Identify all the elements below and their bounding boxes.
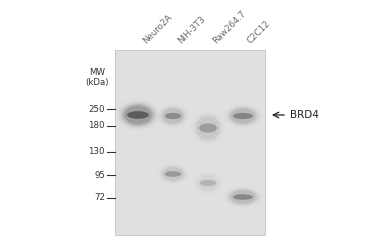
Ellipse shape xyxy=(117,101,159,129)
Ellipse shape xyxy=(229,108,257,124)
Ellipse shape xyxy=(200,180,216,186)
Ellipse shape xyxy=(123,105,153,125)
Text: NIH-3T3: NIH-3T3 xyxy=(177,14,208,45)
Ellipse shape xyxy=(163,108,183,124)
Ellipse shape xyxy=(225,105,261,127)
Text: 95: 95 xyxy=(94,170,105,179)
Text: 72: 72 xyxy=(94,194,105,202)
Ellipse shape xyxy=(229,190,257,204)
Ellipse shape xyxy=(194,115,222,141)
Text: 180: 180 xyxy=(89,122,105,130)
Ellipse shape xyxy=(199,124,217,132)
Text: C2C12: C2C12 xyxy=(246,18,272,45)
Ellipse shape xyxy=(159,164,187,184)
Ellipse shape xyxy=(127,111,149,119)
Ellipse shape xyxy=(157,164,189,184)
Ellipse shape xyxy=(159,105,187,127)
Ellipse shape xyxy=(231,190,255,204)
Ellipse shape xyxy=(157,104,189,128)
Ellipse shape xyxy=(195,173,221,193)
Ellipse shape xyxy=(125,106,151,124)
Text: Neuro2A: Neuro2A xyxy=(142,12,174,45)
Ellipse shape xyxy=(162,108,184,124)
Ellipse shape xyxy=(224,104,262,128)
Ellipse shape xyxy=(231,108,255,124)
Ellipse shape xyxy=(225,188,261,206)
Ellipse shape xyxy=(160,165,186,183)
Ellipse shape xyxy=(162,166,184,182)
Ellipse shape xyxy=(116,100,160,130)
Ellipse shape xyxy=(163,167,183,181)
Text: 130: 130 xyxy=(89,148,105,156)
Ellipse shape xyxy=(196,116,220,140)
Ellipse shape xyxy=(227,188,259,206)
Ellipse shape xyxy=(161,107,185,125)
Ellipse shape xyxy=(197,117,219,139)
Bar xyxy=(115,50,265,235)
Ellipse shape xyxy=(224,187,262,207)
Ellipse shape xyxy=(161,166,185,182)
Ellipse shape xyxy=(165,171,181,177)
Ellipse shape xyxy=(233,194,253,200)
Text: MW
(kDa): MW (kDa) xyxy=(85,68,109,87)
Ellipse shape xyxy=(198,176,218,190)
Ellipse shape xyxy=(191,111,225,145)
Ellipse shape xyxy=(233,113,253,119)
Ellipse shape xyxy=(228,189,258,205)
Ellipse shape xyxy=(227,106,259,126)
Ellipse shape xyxy=(160,106,186,126)
Text: 250: 250 xyxy=(89,104,105,114)
Ellipse shape xyxy=(165,113,181,119)
Ellipse shape xyxy=(122,104,154,126)
Ellipse shape xyxy=(197,175,219,191)
Ellipse shape xyxy=(193,114,223,142)
Text: Raw264.7: Raw264.7 xyxy=(212,8,248,45)
Text: BRD4: BRD4 xyxy=(290,110,319,120)
Ellipse shape xyxy=(228,107,258,125)
Ellipse shape xyxy=(192,112,224,144)
Ellipse shape xyxy=(119,102,157,128)
Ellipse shape xyxy=(196,174,220,192)
Ellipse shape xyxy=(120,103,156,127)
